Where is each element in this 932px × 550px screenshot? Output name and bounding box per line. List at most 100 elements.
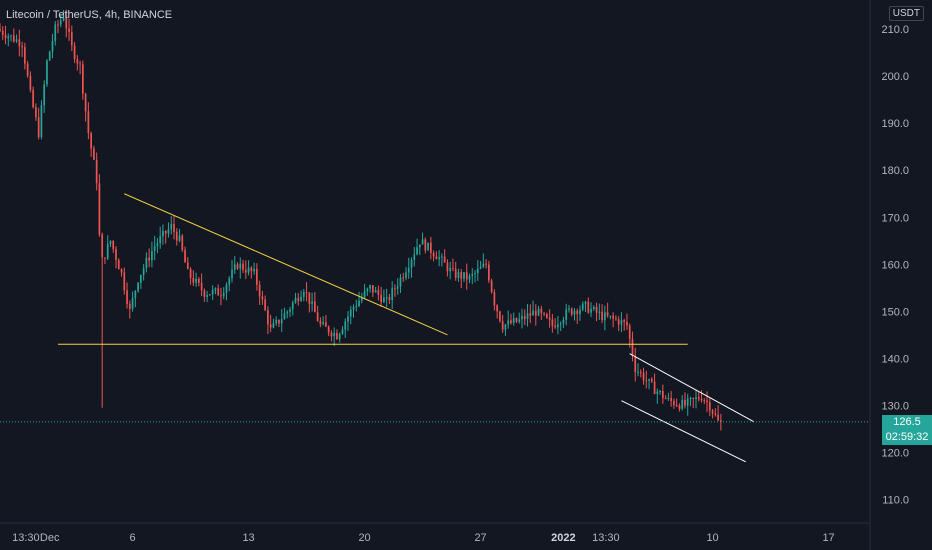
candle [642,367,645,385]
candle [684,392,686,409]
candle [256,263,258,291]
candlestick-series [0,9,722,431]
candle [35,103,37,121]
candle [590,302,592,318]
candle [222,287,225,300]
candle [192,270,195,286]
candle [452,258,454,272]
candle [557,316,559,335]
candle [231,259,233,283]
candle [7,33,10,47]
price-axis-labels: 110.0 120.0 130.0 140.0 150.0 160.0 170.0 180.0… [881,24,909,506]
bar-countdown-tag: 02:59:32 [882,429,932,445]
candle [615,315,617,321]
candle [645,370,648,389]
candle [435,251,438,260]
candle [650,377,653,383]
candle [311,292,313,312]
candle [449,261,452,280]
candle [507,310,510,329]
price-tick-label: 190.0 [881,118,909,130]
candle [595,302,598,322]
candle [181,233,184,252]
candle [151,241,153,268]
candle [236,262,239,270]
candle [24,42,26,70]
price-tick-label: 130.0 [881,400,909,412]
candle [264,295,266,312]
candle [70,25,73,52]
candle [203,288,206,302]
candle [485,259,487,269]
candle [200,273,203,297]
candle [209,293,211,296]
candle [377,285,380,301]
candle [576,308,579,324]
candle [413,246,416,267]
candle [170,215,173,235]
time-tick-label: 20 [358,532,370,544]
candle [598,303,601,320]
candle [95,152,98,191]
candle [620,312,623,333]
time-tick-label: 27 [474,532,486,544]
candle [700,390,703,403]
candle [291,300,294,316]
candle [128,300,131,319]
candle [512,312,515,326]
candle [689,396,692,407]
candle [568,304,570,313]
candle [338,332,341,343]
channel-upper-line[interactable] [629,353,755,423]
candle [37,107,40,140]
candle [584,300,587,313]
candle [206,290,208,303]
candle [269,314,272,333]
candle [319,317,322,328]
candle [405,267,407,281]
candle [294,292,297,304]
candle [278,319,280,328]
candle [344,318,347,338]
candle [537,305,540,317]
candle [374,286,377,293]
candle [534,304,537,326]
candle [275,316,278,326]
price-tick-label: 180.0 [881,165,909,177]
candle [87,102,90,140]
candle [327,325,330,337]
currency-badge[interactable]: USDT [888,6,924,21]
candle [349,305,352,325]
candle [496,304,498,319]
candle [631,331,634,362]
candle [648,378,650,390]
time-tick-label: Dec [40,532,60,544]
candle [714,408,717,417]
candle [316,305,319,322]
candle [706,391,708,413]
candle [532,300,534,316]
candle [289,306,291,318]
candle [526,304,529,327]
time-tick-label: 10 [706,532,718,544]
candle [347,311,349,331]
candle [363,284,366,300]
candle [286,310,289,319]
candle [98,174,101,237]
candle [465,263,468,290]
candle [399,273,402,294]
trendline-line[interactable] [124,193,448,336]
candle [43,80,46,113]
candle [476,260,479,281]
candle [612,312,614,328]
candle [438,250,440,267]
channel-lower-line[interactable] [621,400,746,463]
price-axis[interactable] [870,0,932,550]
candle [233,256,236,274]
candle [330,330,333,342]
candle [551,313,554,333]
time-axis-labels[interactable]: 13:30 Dec 6 13 20 27 2022 13:30 10 17 [12,532,835,544]
candle [587,297,590,314]
drawing-tools [58,193,755,463]
